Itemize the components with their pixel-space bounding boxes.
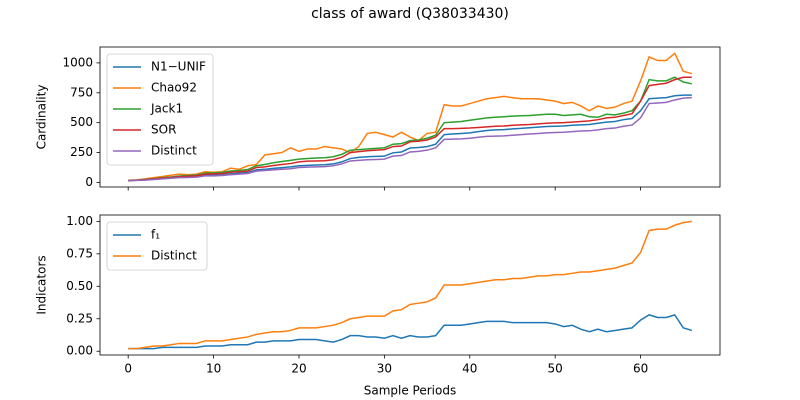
series-line	[128, 220, 692, 350]
y-tick-label: 500	[70, 115, 93, 129]
x-tick-label: 30	[377, 362, 392, 376]
legend-box	[106, 221, 208, 271]
legend-box	[106, 53, 214, 166]
y-tick-label: 250	[70, 145, 93, 159]
legend-label: Jack1	[150, 102, 183, 116]
y-tick-label: 1000	[62, 55, 93, 69]
x-tick-label: 50	[548, 362, 563, 376]
x-tick-label: 10	[206, 362, 221, 376]
series-line	[128, 96, 692, 182]
legend-label: N1−UNIF	[151, 60, 206, 74]
legend-label: Chao92	[151, 81, 197, 95]
figure-title: class of award (Q38033430)	[311, 6, 509, 22]
legend-label: Distinct	[151, 144, 197, 158]
legend-label: f₁	[151, 228, 160, 242]
y-tick-label: 0.50	[66, 279, 93, 293]
series-line	[128, 94, 692, 182]
axes-frame	[99, 46, 721, 188]
x-tick-label: 20	[291, 362, 306, 376]
y-axis-label: Cardinality	[35, 85, 49, 150]
y-tick-label: 0	[85, 175, 93, 189]
y-axis-label: Indicators	[35, 255, 49, 314]
y-tick-label: 0.25	[66, 311, 93, 325]
legend-label: SOR	[151, 123, 176, 137]
axes-frame	[99, 214, 721, 356]
y-tick-label: 750	[70, 85, 93, 99]
x-tick-label: 40	[462, 362, 477, 376]
y-tick-label: 0.00	[66, 344, 93, 358]
x-tick-label: 0	[124, 362, 132, 376]
x-axis-label: Sample Periods	[364, 384, 456, 398]
y-tick-label: 1.00	[66, 214, 93, 228]
series-line	[128, 76, 692, 182]
legend-label: Distinct	[151, 249, 197, 263]
series-line	[128, 76, 692, 182]
series-line	[128, 313, 693, 350]
y-tick-label: 0.75	[66, 246, 93, 260]
x-tick-label: 60	[633, 362, 648, 376]
